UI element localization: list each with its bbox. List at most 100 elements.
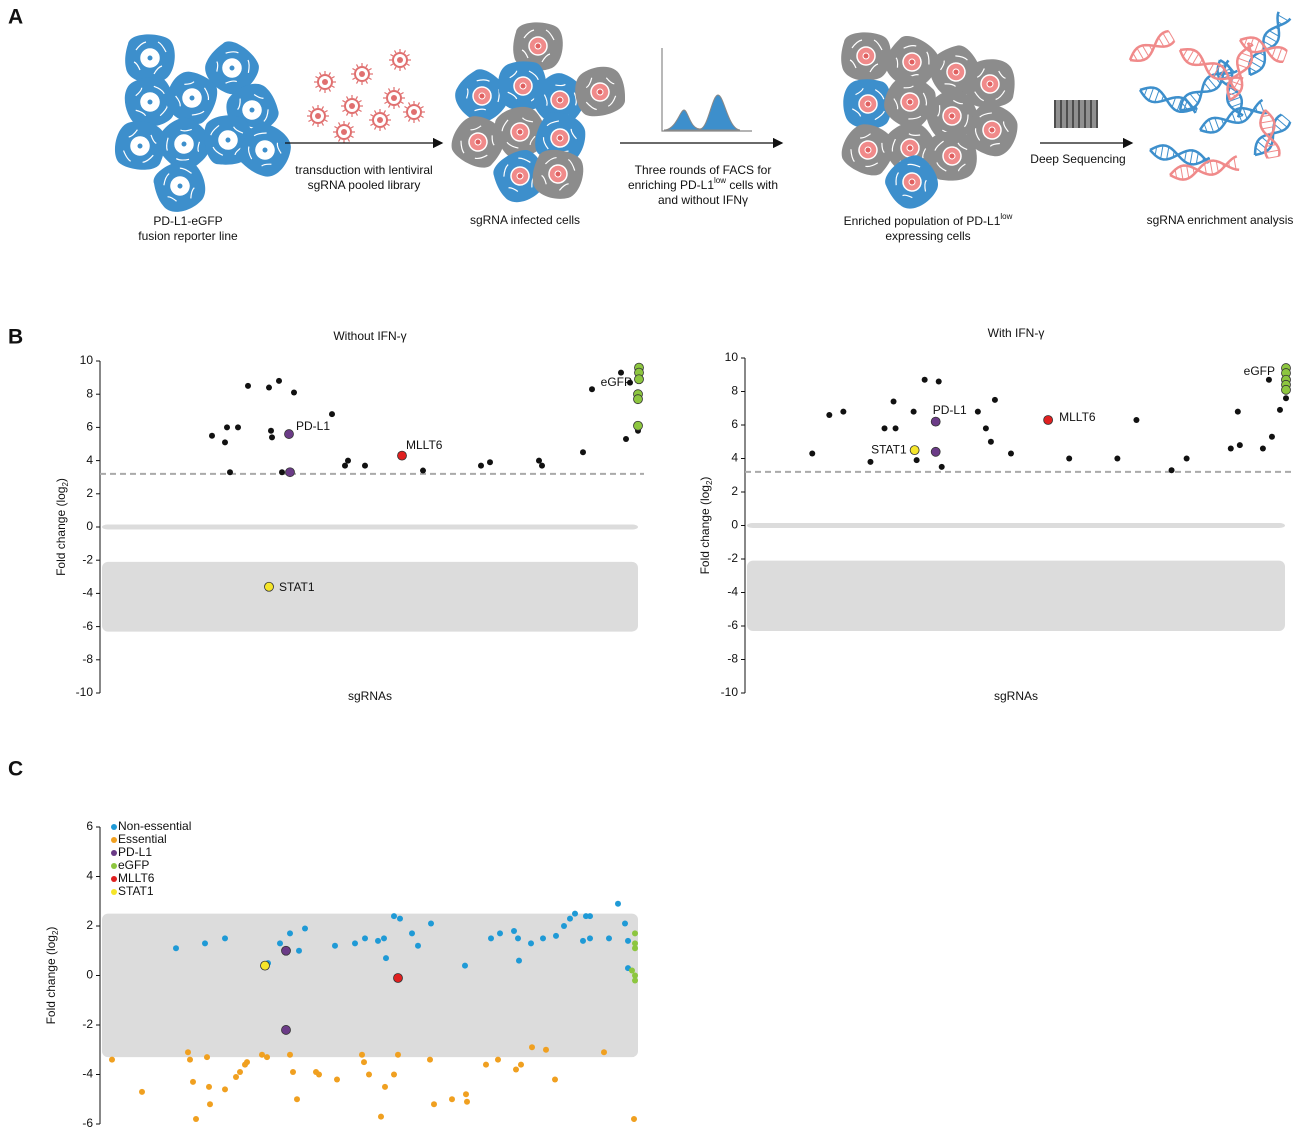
virus-spike bbox=[322, 123, 324, 126]
virus-spike bbox=[369, 69, 372, 71]
virus-spike bbox=[395, 67, 397, 70]
dna-rung bbox=[1187, 50, 1194, 62]
point bbox=[381, 935, 387, 941]
point-label: MLLT6 bbox=[406, 438, 443, 452]
virus-spike bbox=[342, 101, 345, 103]
y-axis-label: Fold change (log2) bbox=[44, 927, 60, 1025]
virus-spike bbox=[366, 64, 368, 67]
point bbox=[287, 930, 293, 936]
dna bbox=[1149, 143, 1211, 167]
virus-core bbox=[391, 95, 397, 101]
x-axis-label: sgRNAs bbox=[994, 689, 1038, 703]
point bbox=[1133, 417, 1139, 423]
dna bbox=[1127, 30, 1176, 66]
dna-rung bbox=[1161, 145, 1163, 158]
point bbox=[245, 383, 251, 389]
point bbox=[1281, 385, 1290, 394]
virus-spike bbox=[329, 72, 331, 75]
point bbox=[282, 1025, 291, 1034]
dna-rung bbox=[1187, 166, 1189, 179]
legend-label: MLLT6 bbox=[118, 871, 155, 885]
point bbox=[632, 945, 638, 951]
dna-rung bbox=[1142, 45, 1148, 56]
point bbox=[329, 411, 335, 417]
point bbox=[383, 955, 389, 961]
virus-spike bbox=[351, 136, 354, 138]
caption-text: enriching PD-L1 bbox=[628, 178, 714, 192]
virus-core bbox=[322, 79, 328, 85]
point bbox=[1169, 467, 1175, 473]
dna-rung bbox=[1277, 118, 1288, 127]
legend-swatch bbox=[111, 889, 117, 895]
dna-rung bbox=[1167, 147, 1169, 160]
point bbox=[809, 450, 815, 456]
point bbox=[391, 1072, 397, 1078]
point bbox=[572, 911, 578, 917]
point bbox=[202, 940, 208, 946]
y-tick-label: -6 bbox=[82, 619, 93, 633]
point-label: eGFP bbox=[1244, 364, 1275, 378]
virus-spike bbox=[395, 50, 397, 53]
virus-spike bbox=[418, 119, 420, 122]
virus-spike bbox=[308, 111, 311, 113]
point bbox=[449, 1096, 455, 1102]
point bbox=[891, 399, 897, 405]
dna-rung bbox=[1260, 121, 1273, 123]
y-tick-label: 2 bbox=[86, 486, 93, 500]
point bbox=[464, 1099, 470, 1105]
point bbox=[209, 433, 215, 439]
virus-spike bbox=[370, 115, 373, 117]
point bbox=[285, 430, 294, 439]
dna bbox=[1223, 41, 1257, 102]
point bbox=[397, 916, 403, 922]
point bbox=[495, 1057, 501, 1063]
point bbox=[224, 424, 230, 430]
virus-spike bbox=[389, 105, 391, 108]
dna bbox=[1198, 100, 1268, 137]
dna-rung bbox=[1169, 31, 1175, 41]
virus-spike bbox=[351, 127, 354, 129]
point bbox=[266, 385, 272, 391]
point bbox=[332, 943, 338, 949]
background-cloud bbox=[747, 561, 1285, 631]
cell bbox=[841, 32, 891, 80]
point bbox=[634, 421, 643, 430]
virus-spike bbox=[347, 96, 349, 99]
point bbox=[291, 390, 297, 396]
point bbox=[302, 925, 308, 931]
point bbox=[587, 913, 593, 919]
y-tick-label: 0 bbox=[86, 968, 93, 982]
y-tick-label: -6 bbox=[82, 1116, 93, 1130]
virus-spike bbox=[352, 78, 355, 80]
point bbox=[185, 1049, 191, 1055]
virus-core bbox=[359, 71, 365, 77]
point bbox=[222, 1086, 228, 1092]
dna-rung bbox=[1149, 88, 1154, 101]
y-tick-label: 6 bbox=[731, 417, 738, 431]
y-tick-label: 4 bbox=[86, 453, 93, 467]
point bbox=[826, 412, 832, 418]
point bbox=[463, 1091, 469, 1097]
point bbox=[882, 425, 888, 431]
virus-spike bbox=[421, 116, 424, 118]
background-cloud bbox=[102, 562, 638, 632]
point bbox=[622, 921, 628, 927]
point-label: MLLT6 bbox=[1059, 410, 1096, 424]
dna-rung bbox=[1238, 58, 1251, 63]
point bbox=[1044, 415, 1053, 424]
point bbox=[286, 468, 295, 477]
virus-spike bbox=[366, 81, 368, 84]
chart-title: Without IFN-γ bbox=[333, 329, 406, 343]
point bbox=[264, 1054, 270, 1060]
point bbox=[352, 940, 358, 946]
cell-nucleolus bbox=[147, 55, 153, 61]
virus-spike bbox=[325, 111, 328, 113]
point bbox=[497, 930, 503, 936]
y-axis-label-text: ) bbox=[44, 927, 58, 931]
dna-rung bbox=[1269, 31, 1279, 37]
point bbox=[462, 963, 468, 969]
point bbox=[983, 425, 989, 431]
caption: and without IFNγ bbox=[658, 193, 748, 207]
caption: sgRNA infected cells bbox=[470, 213, 580, 227]
cell-nucleolus bbox=[520, 83, 527, 90]
